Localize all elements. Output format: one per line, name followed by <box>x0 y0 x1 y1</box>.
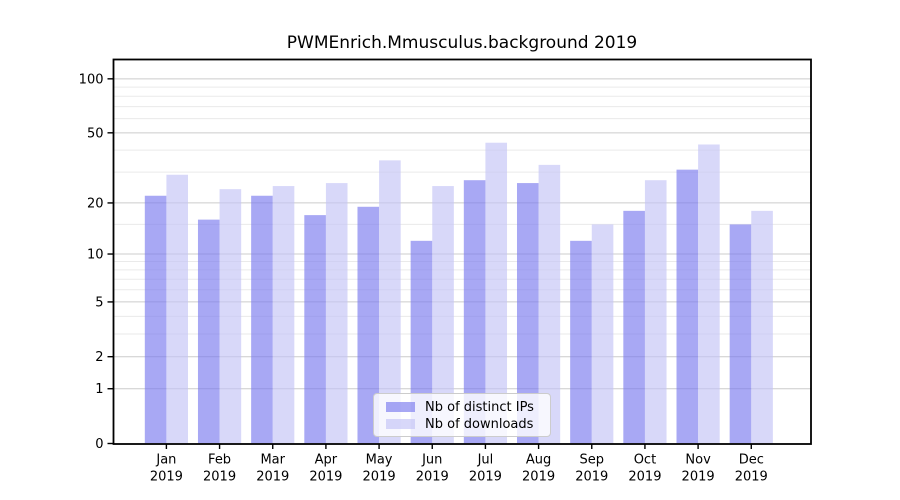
bar-downloads-oct <box>644 180 667 444</box>
x-tick-label-month: Dec <box>739 453 764 468</box>
plot-border <box>112 58 812 445</box>
legend: Nb of distinct IPs Nb of downloads <box>373 393 551 437</box>
y-tick-label: 20 <box>87 196 104 211</box>
x-tick-label-month: Jun <box>421 453 442 468</box>
x-tick-label-month: Aug <box>526 453 551 468</box>
legend-item-distinct-ips: Nb of distinct IPs <box>386 399 544 415</box>
bar-distinct-ips-oct <box>623 210 645 444</box>
y-tick-label: 100 <box>79 72 104 87</box>
bar-distinct-ips-nov <box>676 169 699 444</box>
bar-downloads-jan <box>166 174 188 444</box>
x-tick-label-year: 2019 <box>469 470 502 485</box>
bar-distinct-ips-feb <box>197 219 220 444</box>
x-tick-label-year: 2019 <box>363 470 396 485</box>
legend-item-downloads: Nb of downloads <box>386 416 544 432</box>
bar-downloads-mar <box>272 186 295 444</box>
x-tick-label-year: 2019 <box>628 470 661 485</box>
bar-downloads-nov <box>698 144 720 444</box>
x-tick-label-year: 2019 <box>522 470 555 485</box>
bar-distinct-ips-sep <box>570 240 592 444</box>
y-tick-label: 10 <box>87 248 104 263</box>
bar-distinct-ips-jan <box>144 195 167 444</box>
x-tick-label-year: 2019 <box>682 470 715 485</box>
legend-swatch-downloads-icon <box>386 418 415 430</box>
y-tick-label: 5 <box>95 295 103 310</box>
x-tick-label-year: 2019 <box>256 470 289 485</box>
x-tick-label-month: Apr <box>315 453 338 468</box>
legend-swatch-distinct-ips-icon <box>386 401 415 413</box>
bar-downloads-sep <box>591 224 614 444</box>
x-tick-label-year: 2019 <box>416 470 449 485</box>
y-tick-label: 0 <box>95 437 103 452</box>
bar-downloads-may <box>379 160 401 444</box>
x-tick-label-year: 2019 <box>575 470 608 485</box>
y-tick-label: 1 <box>95 382 103 397</box>
x-tick-label-month: Jan <box>155 453 176 468</box>
legend-label-downloads: Nb of downloads <box>425 416 534 432</box>
y-tick-label: 2 <box>95 350 103 365</box>
x-tick-label-month: May <box>366 453 393 468</box>
x-tick-label-year: 2019 <box>203 470 236 485</box>
x-tick-label-month: Mar <box>260 453 285 468</box>
bar-distinct-ips-mar <box>251 195 273 444</box>
bar-distinct-ips-apr <box>304 215 326 444</box>
y-tick-label: 50 <box>87 126 104 141</box>
bar-downloads-dec <box>751 210 773 444</box>
x-tick-label-year: 2019 <box>735 470 768 485</box>
bar-distinct-ips-aug <box>516 183 539 444</box>
x-tick-label-month: Jul <box>477 453 494 468</box>
bar-downloads-jun <box>432 186 454 444</box>
x-tick-label-year: 2019 <box>309 470 342 485</box>
bar-downloads-feb <box>219 189 242 444</box>
x-tick-label-year: 2019 <box>150 470 183 485</box>
x-tick-label-month: Nov <box>685 453 711 468</box>
bar-distinct-ips-jul <box>463 180 486 444</box>
bar-downloads-jul <box>485 142 508 444</box>
legend-label-distinct-ips: Nb of distinct IPs <box>425 399 534 415</box>
bar-downloads-aug <box>538 164 561 444</box>
bar-distinct-ips-may <box>357 206 380 444</box>
chart-title: PWMEnrich.Mmusculus.background 2019 <box>286 33 638 53</box>
bar-distinct-ips-dec <box>729 224 752 444</box>
x-tick-label-month: Oct <box>634 453 656 468</box>
bar-distinct-ips-jun <box>410 240 433 444</box>
bar-downloads-apr <box>325 183 348 444</box>
x-tick-label-month: Sep <box>580 453 605 468</box>
x-tick-label-month: Feb <box>208 453 231 468</box>
